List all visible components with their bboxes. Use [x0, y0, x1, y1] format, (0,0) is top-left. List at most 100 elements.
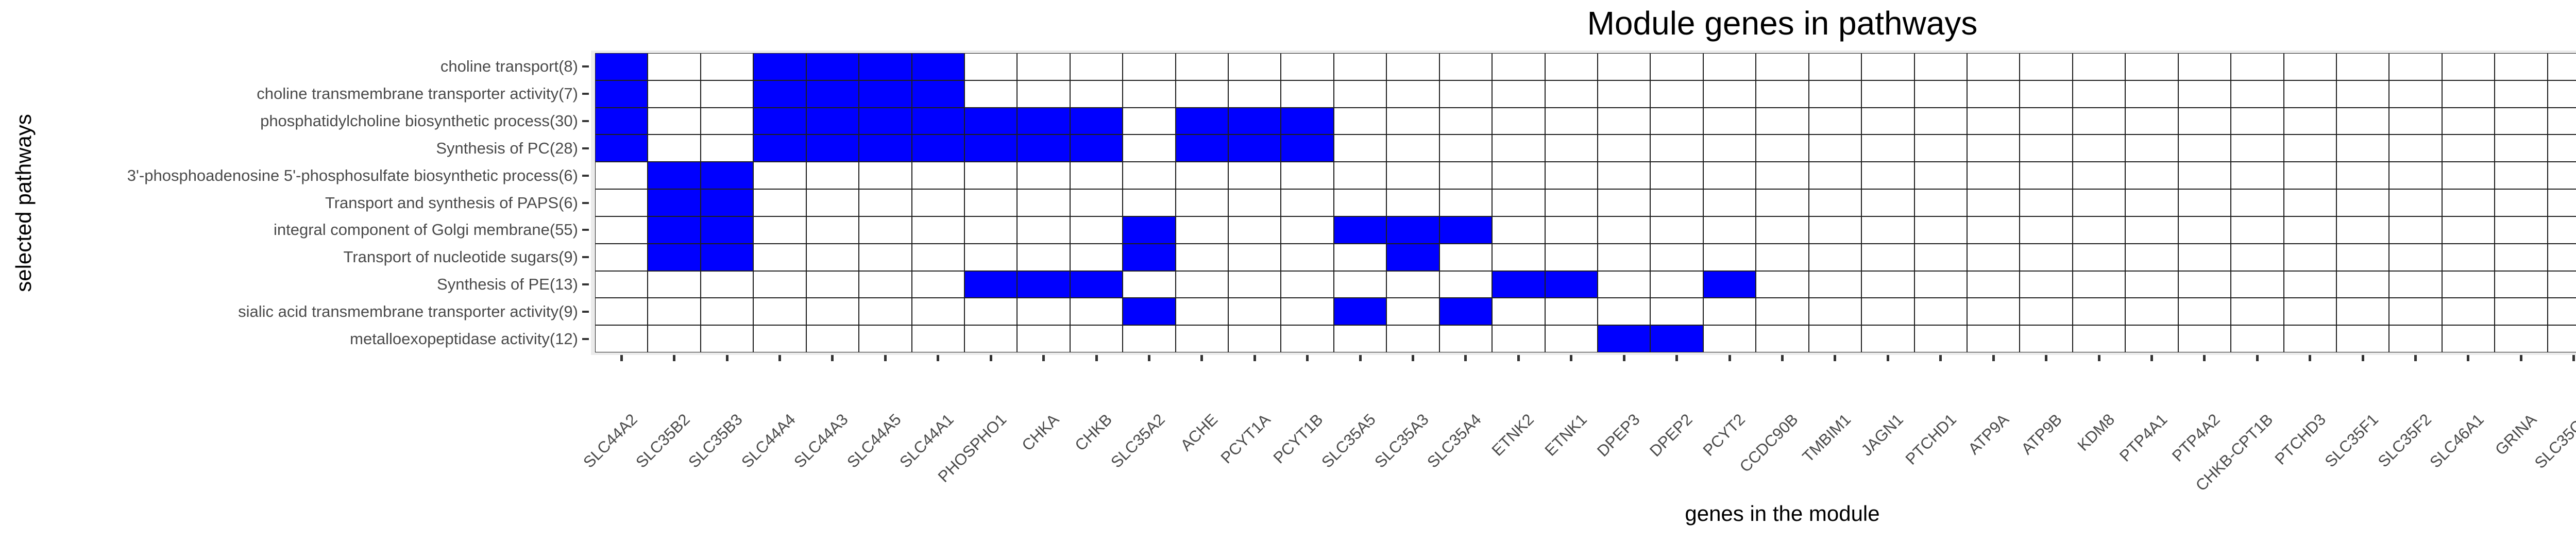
heatmap-cell — [1070, 107, 1123, 135]
heatmap-cell — [1228, 134, 1281, 162]
y-axis-label: choline transmembrane transporter activi… — [257, 84, 578, 103]
heatmap-cell — [1492, 107, 1545, 135]
x-tick — [725, 355, 728, 361]
heatmap-cell — [2283, 216, 2336, 244]
heatmap-cell — [1228, 189, 1281, 216]
heatmap-cell — [2125, 107, 2178, 135]
heatmap-cell — [1281, 134, 1334, 162]
heatmap-cell — [2283, 298, 2336, 326]
heatmap-cell — [806, 298, 859, 326]
heatmap-cell — [1861, 189, 1914, 216]
heatmap-cell — [911, 107, 964, 135]
heatmap-cell — [2125, 298, 2178, 326]
heatmap-cell — [2495, 107, 2548, 135]
heatmap-cell — [2178, 189, 2231, 216]
heatmap-cell — [595, 134, 648, 162]
heatmap-cell — [1175, 134, 1229, 162]
heatmap-cell — [2125, 80, 2178, 108]
heatmap-cell — [2495, 134, 2548, 162]
heatmap-cell — [1123, 80, 1176, 108]
heatmap-cell — [1967, 134, 2020, 162]
heatmap-cell — [700, 243, 754, 271]
heatmap-cell — [859, 134, 912, 162]
heatmap-cell — [2072, 53, 2126, 80]
heatmap-cell — [648, 325, 701, 352]
heatmap-cell — [911, 243, 964, 271]
heatmap-cell — [1439, 325, 1493, 352]
x-tick — [1939, 355, 1942, 361]
heatmap-cell — [2389, 134, 2442, 162]
heatmap-cell — [2336, 216, 2389, 244]
y-axis-label: choline transport(8) — [440, 57, 578, 76]
heatmap-cell — [1967, 325, 2020, 352]
heatmap-cell — [1070, 53, 1123, 80]
heatmap-cell — [1017, 243, 1070, 271]
heatmap-cell — [806, 325, 859, 352]
heatmap-cell — [1123, 298, 1176, 326]
heatmap-cell — [2178, 298, 2231, 326]
heatmap-cell — [911, 80, 964, 108]
heatmap-cell — [1967, 189, 2020, 216]
heatmap-cell — [1333, 80, 1387, 108]
heatmap-cell — [2442, 243, 2495, 271]
heatmap-cell — [648, 80, 701, 108]
heatmap-cell — [648, 134, 701, 162]
heatmap-cell — [1598, 134, 1651, 162]
heatmap-cell — [1017, 107, 1070, 135]
heatmap-cell — [859, 162, 912, 190]
heatmap-cell — [753, 270, 806, 298]
heatmap-cell — [1545, 189, 1598, 216]
x-tick — [1886, 355, 1889, 361]
heatmap-cell — [1545, 53, 1598, 80]
heatmap-cell — [1598, 162, 1651, 190]
heatmap-cell — [1386, 53, 1439, 80]
heatmap-cell — [964, 298, 1018, 326]
heatmap-cell — [1017, 270, 1070, 298]
heatmap-cell — [1650, 325, 1703, 352]
heatmap-cell — [1545, 270, 1598, 298]
x-tick — [1517, 355, 1520, 361]
heatmap-cell — [964, 243, 1018, 271]
heatmap-cell — [595, 107, 648, 135]
heatmap-cell — [806, 189, 859, 216]
heatmap-cell — [2231, 325, 2284, 352]
heatmap-cell — [1333, 189, 1387, 216]
heatmap-cell — [1281, 189, 1334, 216]
heatmap-cell — [1650, 162, 1703, 190]
heatmap-cell — [859, 189, 912, 216]
heatmap-cell — [1228, 107, 1281, 135]
heatmap-cell — [2442, 107, 2495, 135]
heatmap-cell — [806, 243, 859, 271]
y-tick — [582, 147, 589, 149]
heatmap-cell — [806, 270, 859, 298]
heatmap-cell — [648, 162, 701, 190]
x-tick — [2467, 355, 2470, 361]
x-tick — [2414, 355, 2417, 361]
heatmap-cell — [2178, 107, 2231, 135]
heatmap-cell — [2020, 270, 2073, 298]
heatmap-cell — [1281, 162, 1334, 190]
heatmap-cell — [1492, 270, 1545, 298]
heatmap-cell — [700, 80, 754, 108]
heatmap-cell — [2020, 80, 2073, 108]
x-tick — [1042, 355, 1045, 361]
heatmap-cell — [2495, 80, 2548, 108]
heatmap-cell — [2231, 53, 2284, 80]
y-axis-label: Transport and synthesis of PAPS(6) — [325, 193, 578, 212]
heatmap-cell — [1017, 80, 1070, 108]
heatmap-cell — [700, 134, 754, 162]
heatmap-cell — [2442, 298, 2495, 326]
heatmap-cell — [1333, 107, 1387, 135]
heatmap-cell — [753, 107, 806, 135]
heatmap-cell — [1967, 298, 2020, 326]
heatmap-cell — [700, 189, 754, 216]
heatmap-cell — [1175, 53, 1229, 80]
x-tick — [1622, 355, 1625, 361]
heatmap-cell — [1281, 243, 1334, 271]
heatmap-cell — [2547, 80, 2576, 108]
heatmap-cell — [1228, 325, 1281, 352]
heatmap-cell — [2547, 189, 2576, 216]
heatmap-cell — [2336, 134, 2389, 162]
heatmap-cell — [1333, 216, 1387, 244]
